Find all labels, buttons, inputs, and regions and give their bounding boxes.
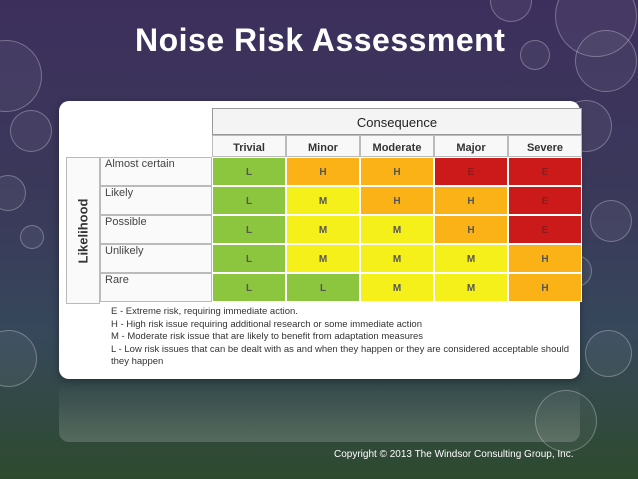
risk-cell: L (212, 215, 286, 244)
decorative-bubble (575, 30, 637, 92)
likelihood-axis: Likelihood (66, 157, 100, 304)
risk-cell: H (360, 186, 434, 215)
decorative-bubble (0, 175, 26, 211)
risk-cell: H (286, 157, 360, 186)
risk-cell: M (434, 273, 508, 302)
row-label: Unlikely (100, 244, 212, 273)
column-header: Severe (508, 135, 582, 157)
risk-cell: H (508, 244, 582, 273)
risk-cell: H (508, 273, 582, 302)
risk-cell: E (508, 186, 582, 215)
risk-cell: E (508, 157, 582, 186)
risk-legend: E - Extreme risk, requiring immediate ac… (111, 306, 571, 369)
row-label: Rare (100, 273, 212, 302)
risk-cell: E (434, 157, 508, 186)
row-label: Possible (100, 215, 212, 244)
risk-cell: M (286, 215, 360, 244)
legend-item-high: H - High risk issue requiring additional… (111, 318, 422, 330)
risk-matrix-card: Consequence Trivial Minor Moderate Major Sev… (59, 101, 582, 379)
consequence-header: Consequence (212, 108, 582, 135)
column-header: Minor (286, 135, 360, 157)
decorative-bubble (535, 390, 597, 452)
slide-title: Noise Risk Assessment (135, 22, 506, 58)
risk-cell: M (360, 244, 434, 273)
decorative-bubble (20, 225, 44, 249)
risk-cell: M (434, 244, 508, 273)
risk-cell: H (434, 215, 508, 244)
risk-cell: L (212, 244, 286, 273)
decorative-bubble (590, 200, 632, 242)
card-reflection (59, 382, 580, 442)
likelihood-label: Likelihood (75, 198, 91, 263)
risk-cell: L (212, 273, 286, 302)
risk-cell: M (360, 273, 434, 302)
legend-item-moderate: M - Moderate risk issue that are likely … (111, 331, 424, 342)
risk-cell: L (286, 273, 360, 302)
risk-cell: L (212, 186, 286, 215)
risk-cell: M (286, 186, 360, 215)
row-label: Almost certain (100, 157, 212, 186)
decorative-bubble (0, 330, 37, 387)
decorative-bubble (0, 40, 42, 112)
risk-cell: M (360, 215, 434, 244)
decorative-bubble (490, 0, 532, 22)
risk-cell: L (212, 157, 286, 186)
decorative-bubble (520, 40, 550, 70)
legend-item-extreme: E - Extreme risk, requiring immediate ac… (111, 306, 298, 317)
column-header: Moderate (360, 135, 434, 157)
column-header: Major (434, 135, 508, 157)
risk-cell: E (508, 215, 582, 244)
risk-cell: H (360, 157, 434, 186)
risk-cell: H (434, 186, 508, 215)
column-header: Trivial (212, 135, 286, 157)
copyright-text: Copyright © 2013 The Windsor Consulting … (334, 449, 574, 460)
legend-item-low: L - Low risk issues that can be dealt wi… (111, 343, 570, 368)
decorative-bubble (10, 110, 52, 152)
decorative-bubble (585, 330, 632, 377)
risk-cell: M (286, 244, 360, 273)
row-label: Likely (100, 186, 212, 215)
